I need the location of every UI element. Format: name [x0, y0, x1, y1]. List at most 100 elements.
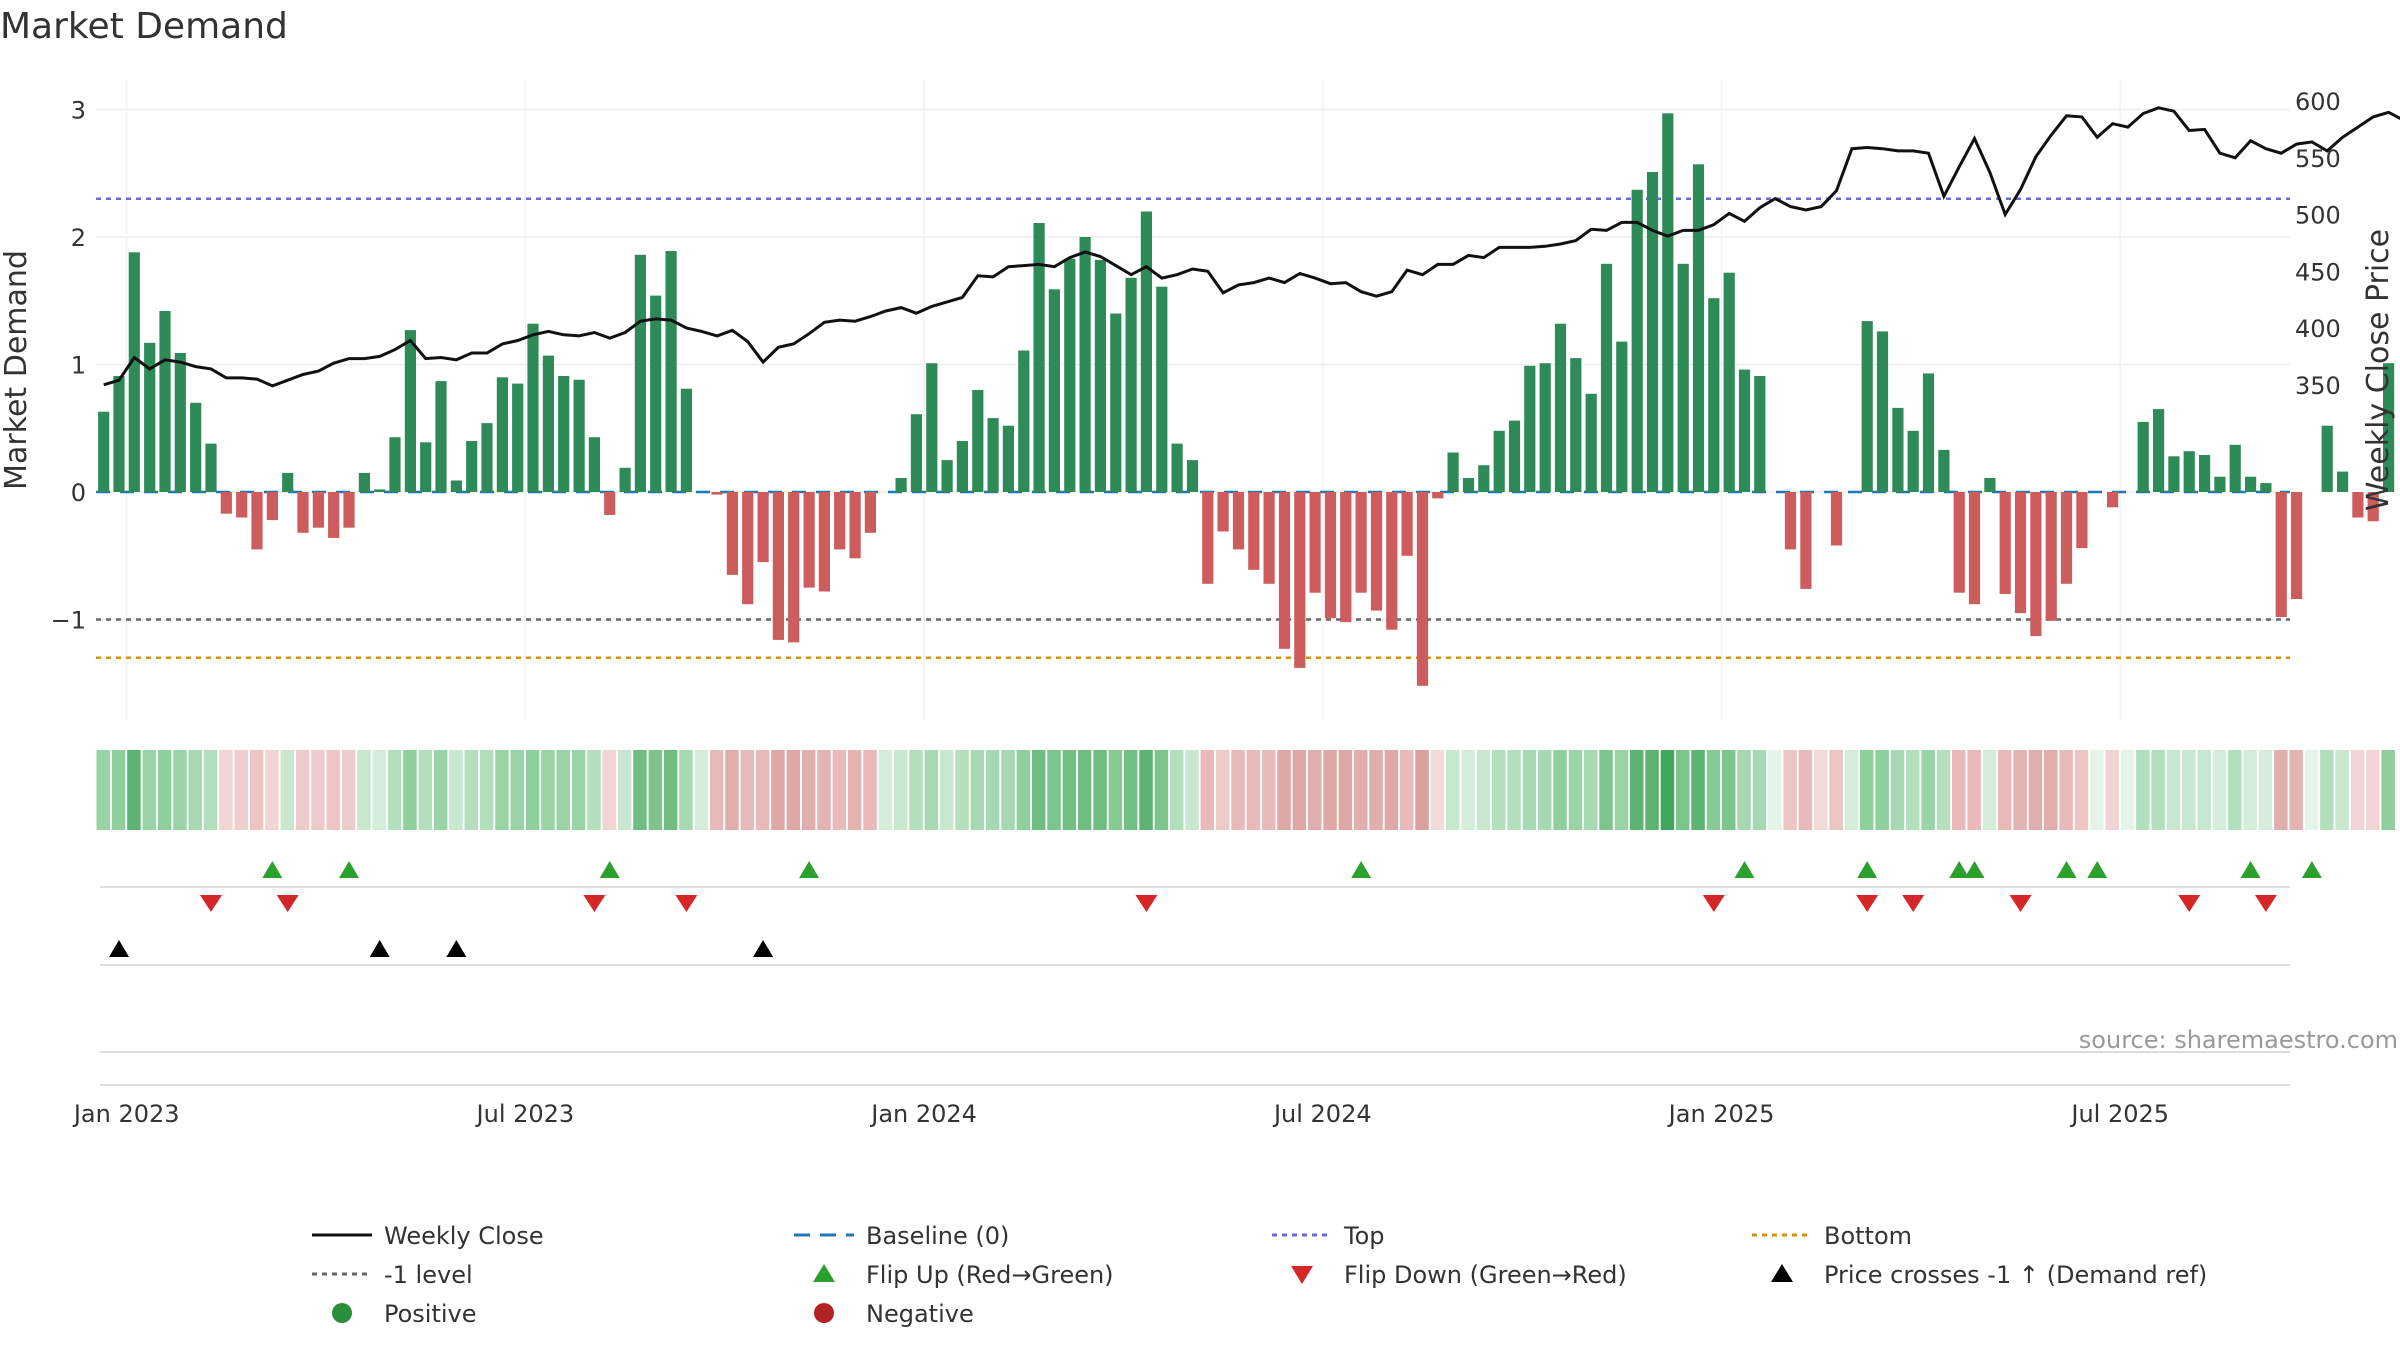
strip-cell — [1538, 750, 1552, 830]
strip-cell — [786, 750, 801, 830]
main-plot: 3 2 1 0 −1 600 550 500 450 400 350 — [51, 80, 2400, 720]
strip-cell — [2151, 750, 2165, 830]
demand-bar — [1692, 164, 1705, 493]
demand-bar — [2275, 492, 2287, 617]
strip-cell — [1446, 750, 1460, 830]
legend-swatch-dot — [332, 1303, 352, 1323]
demand-bar — [941, 460, 953, 492]
right-tick-label: 350 — [2295, 372, 2341, 400]
flip-up-marker — [339, 861, 360, 878]
demand-bar — [1861, 321, 1873, 492]
demand-bar — [1186, 460, 1199, 492]
demand-bar — [1309, 492, 1321, 593]
demand-bar — [2367, 492, 2379, 522]
strip-cell — [832, 750, 847, 830]
strip-cell — [985, 750, 1000, 830]
strip-cell — [464, 750, 478, 830]
strip-cell — [1768, 750, 1782, 830]
strip-cell — [403, 750, 417, 830]
strip-cell — [1844, 750, 1859, 830]
strip-cell — [1354, 750, 1368, 830]
x-tick-label: Jan 2024 — [869, 1100, 977, 1128]
demand-bar — [328, 492, 340, 538]
strip-cell — [510, 750, 524, 830]
flip-down-marker — [1135, 895, 1158, 912]
demand-bar — [1646, 172, 1659, 492]
demand-bar — [665, 251, 677, 492]
demand-bar — [1922, 373, 1935, 492]
strip-cell — [541, 750, 555, 830]
flip-down-marker — [2009, 895, 2032, 912]
demand-bar — [956, 441, 968, 492]
strip-cell — [878, 750, 893, 830]
strip-cell — [1507, 750, 1521, 830]
demand-bar — [2383, 363, 2395, 492]
strip-cell — [1415, 750, 1429, 830]
demand-bar — [2045, 492, 2057, 621]
legend-label: Weekly Close — [384, 1222, 544, 1250]
demand-bar — [512, 383, 524, 492]
strip-cell — [111, 750, 126, 830]
strip-cell — [755, 750, 770, 830]
strip-cell — [970, 750, 985, 830]
source-note: source: sharemaestro.com — [2079, 1026, 2398, 1054]
demand-bar — [1401, 492, 1413, 556]
left-tick-label: −1 — [51, 607, 86, 635]
demand-bar — [1493, 430, 1505, 492]
left-tick-label: 1 — [71, 352, 86, 380]
demand-heat-strip — [96, 750, 2395, 830]
strip-cell — [1676, 750, 1690, 830]
strip-cell — [525, 750, 540, 830]
strip-cell — [1691, 750, 1705, 830]
demand-bar — [1968, 492, 1981, 605]
demand-bar — [711, 492, 723, 495]
demand-bar — [1033, 223, 1045, 492]
demand-bar — [98, 411, 110, 492]
demand-bar — [1370, 492, 1383, 611]
left-tick-label: 2 — [71, 224, 86, 252]
strip-cell — [1170, 750, 1184, 830]
strip-cell — [955, 750, 969, 830]
flip-up-marker — [2087, 861, 2108, 878]
strip-cell — [2120, 750, 2135, 830]
strip-cell — [1706, 750, 1721, 830]
strip-cell — [1108, 750, 1123, 830]
strip-cell — [1123, 750, 1138, 830]
demand-bar — [144, 342, 156, 492]
legend-swatch-dot — [814, 1303, 834, 1323]
strip-cell — [847, 750, 862, 830]
demand-bar — [2214, 476, 2226, 492]
signal-markers — [109, 861, 2322, 957]
demand-bar — [1524, 365, 1536, 492]
legend-label: Flip Down (Green→Red) — [1344, 1261, 1627, 1289]
strip-cell — [817, 750, 831, 830]
demand-bar — [1800, 492, 1812, 589]
demand-bar — [818, 492, 830, 592]
strip-cell — [2028, 750, 2043, 830]
demand-bar — [1079, 237, 1091, 492]
demand-bar — [1340, 492, 1352, 623]
right-tick-label: 450 — [2295, 258, 2341, 286]
strip-cell — [633, 750, 647, 830]
demand-bar — [1355, 492, 1367, 593]
strip-cell — [341, 750, 356, 830]
demand-bar — [634, 254, 646, 492]
legend-item: Positive — [332, 1300, 477, 1328]
demand-bar — [1631, 189, 1643, 493]
strip-cell — [280, 750, 294, 830]
strip-cell — [1798, 750, 1813, 830]
strip-cell — [2335, 750, 2349, 830]
demand-bar — [1156, 286, 1168, 492]
strip-cell — [495, 750, 509, 830]
strip-cell — [1277, 750, 1291, 830]
strip-cell — [1553, 750, 1567, 830]
strip-cell — [1093, 750, 1107, 830]
flip-up-marker — [1964, 861, 1985, 878]
strip-cell — [1216, 750, 1230, 830]
demand-bar — [2337, 471, 2349, 492]
demand-bar — [2168, 456, 2180, 492]
demand-bar — [297, 492, 309, 533]
strip-cell — [1722, 750, 1736, 830]
x-tick-label: Jan 2023 — [72, 1100, 180, 1128]
demand-bar — [450, 480, 462, 492]
